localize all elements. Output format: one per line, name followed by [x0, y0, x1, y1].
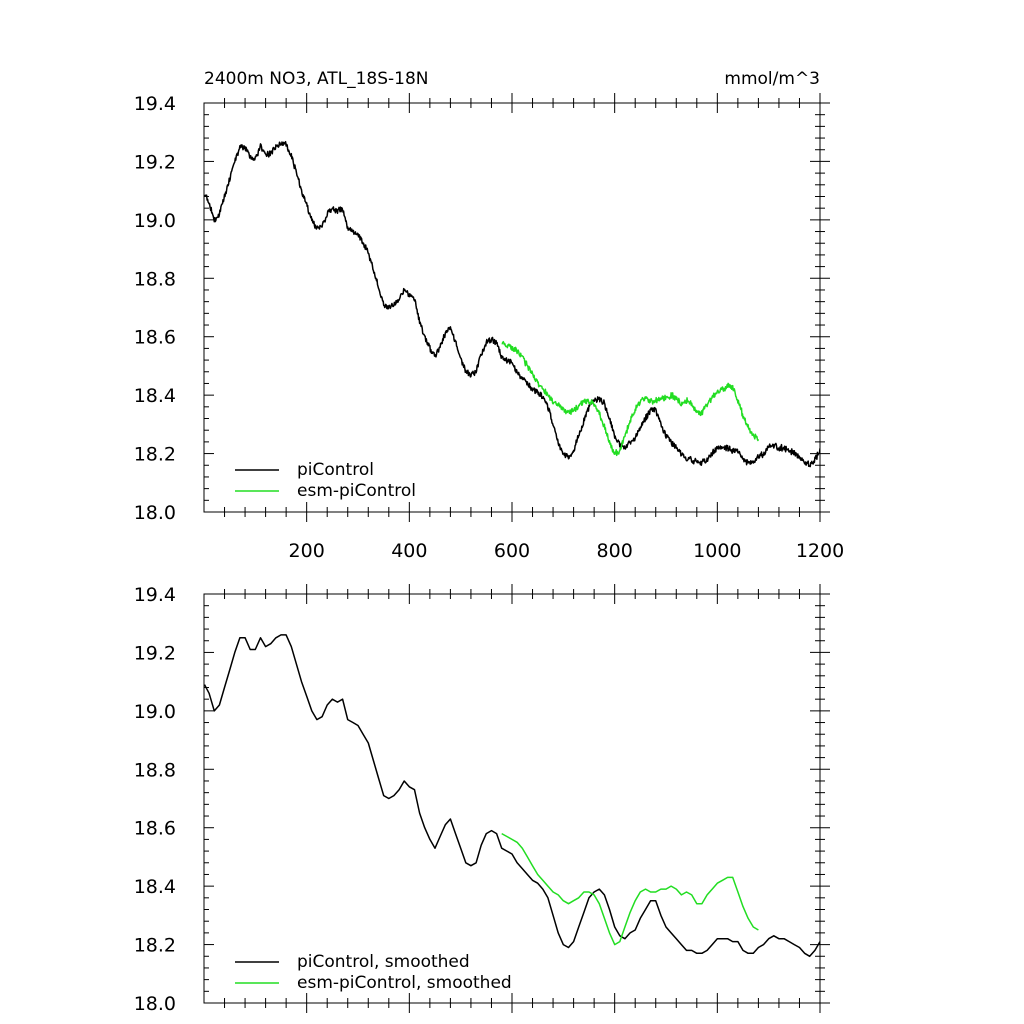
y-tick-label: 19.0	[134, 701, 176, 723]
legend-label: esm-piControl, smoothed	[297, 973, 512, 993]
top-panel: 200 400 600 800 1000 1200 18.0 18.2 18.4 18.6 18.8…	[134, 93, 844, 562]
x-tick-label: 200	[289, 540, 325, 562]
y-tick-label: 18.6	[134, 818, 176, 840]
y-tick-label: 18.8	[134, 759, 176, 781]
y-tick-label: 18.2	[134, 935, 176, 957]
legend-label: piControl	[297, 460, 374, 480]
series-line-esm-picontrol-smoothed	[501, 832, 759, 946]
x-tick-label: 1200	[796, 540, 844, 562]
plot-frame	[203, 593, 821, 1004]
series-line-esm-picontrol	[501, 340, 760, 457]
y-tick-label: 18.6	[134, 327, 176, 349]
y-tick-label: 18.0	[134, 993, 176, 1015]
y-tick-label: 19.2	[134, 151, 176, 173]
y-tick-label: 18.2	[134, 444, 176, 466]
y-tick-label: 18.0	[134, 502, 176, 524]
y-tick-label: 19.4	[134, 584, 176, 606]
chart-title: 2400m NO3, ATL_18S-18N	[204, 69, 429, 89]
y-tick-label: 19.2	[134, 642, 176, 664]
series-line-picontrol-smoothed	[204, 634, 820, 958]
x-tick-label: 800	[597, 540, 633, 562]
y-tick-label: 18.8	[134, 268, 176, 290]
x-tick-label: 1000	[693, 540, 741, 562]
legend-label: piControl, smoothed	[297, 952, 470, 972]
x-tick-label: 600	[494, 540, 530, 562]
y-tick-label: 19.4	[134, 93, 176, 115]
y-tick-label: 19.0	[134, 210, 176, 232]
y-tick-label: 18.4	[134, 385, 176, 407]
bottom-panel: 18.0 18.2 18.4 18.6 18.8 19.0 19.2 19.4 piContro…	[134, 584, 830, 1015]
units-label: mmol/m^3	[724, 69, 820, 89]
y-tick-label: 18.4	[134, 876, 176, 898]
series-line-picontrol	[204, 140, 820, 468]
x-tick-label: 400	[391, 540, 427, 562]
legend-label: esm-piControl	[297, 481, 416, 501]
